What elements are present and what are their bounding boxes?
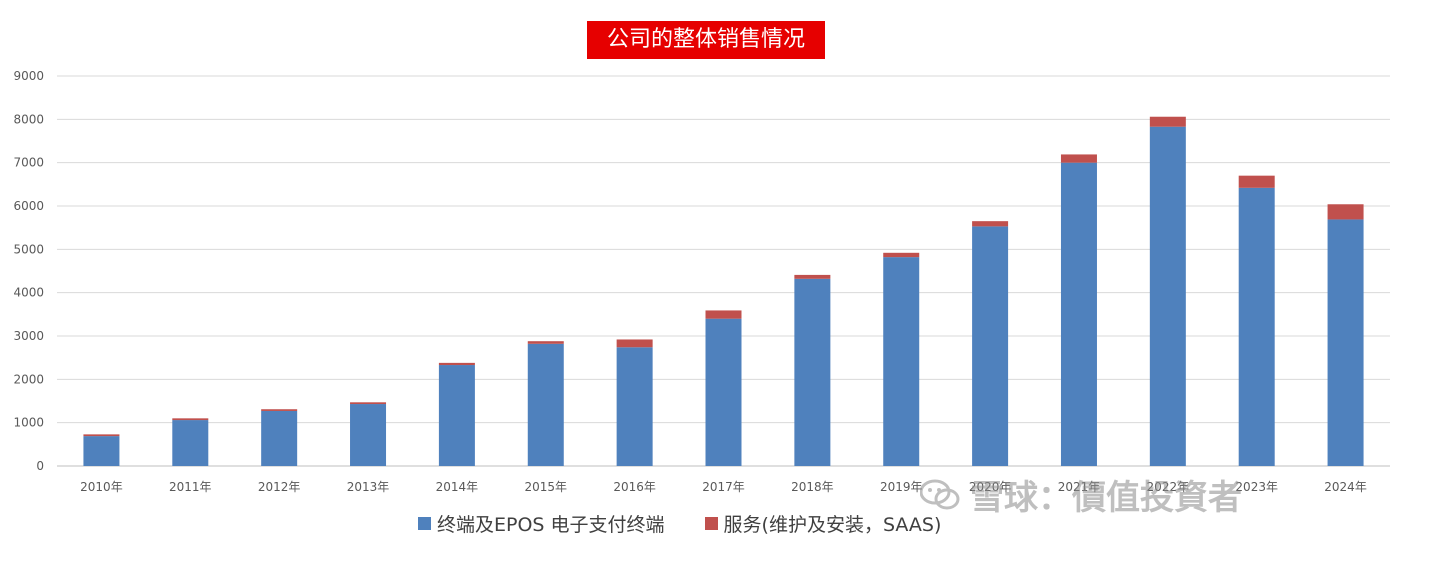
y-axis: 0 1000 2000 3000 4000 5000 6000 7000 8000 9000: [13, 69, 44, 473]
bar-terminal: [261, 410, 298, 466]
bar-terminal: [883, 257, 920, 466]
bar-terminal: [1327, 219, 1364, 466]
chart-title: 公司的整体销售情况: [587, 21, 825, 59]
x-tick-label: 2019年: [880, 480, 923, 494]
y-tick-label: 3000: [13, 329, 44, 343]
y-tick-label: 4000: [13, 286, 44, 300]
bar-service: [1238, 175, 1275, 188]
bar-terminal: [705, 318, 742, 466]
bar-service: [794, 274, 831, 279]
x-tick-label: 2022年: [1147, 480, 1190, 494]
x-tick-label: 2011年: [169, 480, 212, 494]
bar-service: [261, 409, 298, 411]
bar-terminal: [794, 278, 831, 466]
bar-terminal: [972, 226, 1009, 466]
y-tick-label: 9000: [13, 69, 44, 83]
x-axis: 2010年 2011年 2012年 2013年 2014年 2015年 2016年 2017年…: [80, 480, 1367, 494]
y-tick-label: 0: [36, 459, 44, 473]
bars: [83, 116, 1364, 467]
y-tick-label: 1000: [13, 416, 44, 430]
x-tick-label: 2024年: [1324, 480, 1367, 494]
legend-item-terminal: 终端及EPOS 电子支付终端: [418, 510, 665, 537]
bar-service: [1327, 204, 1364, 220]
y-tick-label: 6000: [13, 199, 44, 213]
x-tick-label: 2017年: [702, 480, 745, 494]
bar-terminal: [1149, 126, 1186, 466]
legend: 终端及EPOS 电子支付终端 服务(维护及安装，SAAS): [418, 510, 981, 537]
bar-service: [883, 252, 920, 258]
bar-service: [350, 402, 387, 405]
x-tick-label: 2010年: [80, 480, 123, 494]
y-tick-label: 7000: [13, 156, 44, 170]
bar-service: [1149, 116, 1186, 127]
x-tick-label: 2021年: [1058, 480, 1101, 494]
legend-item-service: 服务(维护及安装，SAAS): [704, 510, 942, 537]
legend-swatch-terminal: [418, 517, 431, 530]
legend-label-service: 服务(维护及安装，SAAS): [723, 514, 942, 536]
bar-terminal: [1238, 187, 1275, 467]
x-tick-label: 2013年: [347, 480, 390, 494]
bar-terminal: [83, 436, 120, 466]
bar-terminal: [172, 420, 209, 466]
bar-service: [972, 221, 1009, 227]
bar-service: [705, 310, 742, 319]
bar-service: [83, 434, 120, 437]
legend-label-terminal: 终端及EPOS 电子支付终端: [437, 514, 665, 536]
x-tick-label: 2023年: [1235, 480, 1278, 494]
bar-terminal: [616, 347, 653, 466]
x-tick-label: 2016年: [613, 480, 656, 494]
bar-service: [172, 418, 209, 421]
y-tick-label: 5000: [13, 242, 44, 256]
y-tick-label: 2000: [13, 372, 44, 386]
watermark-text: 雪球：價值投資者: [970, 478, 1242, 518]
bar-terminal: [438, 365, 475, 466]
x-tick-label: 2012年: [258, 480, 301, 494]
watermark: 雪球：價值投資者: [920, 470, 1242, 519]
x-tick-label: 2020年: [969, 480, 1012, 494]
x-tick-label: 2018年: [791, 480, 834, 494]
bar-service: [616, 339, 653, 348]
wechat-icon: [920, 479, 960, 509]
bar-service: [527, 341, 564, 344]
legend-swatch-service: [704, 517, 718, 530]
bar-terminal: [1060, 162, 1097, 466]
bar-terminal: [527, 343, 564, 466]
bar-service: [1060, 154, 1097, 163]
x-tick-label: 2015年: [524, 480, 567, 494]
x-tick-label: 2014年: [436, 480, 479, 494]
bar-service: [438, 362, 475, 366]
bar-terminal: [350, 404, 387, 466]
y-tick-label: 8000: [13, 112, 44, 126]
